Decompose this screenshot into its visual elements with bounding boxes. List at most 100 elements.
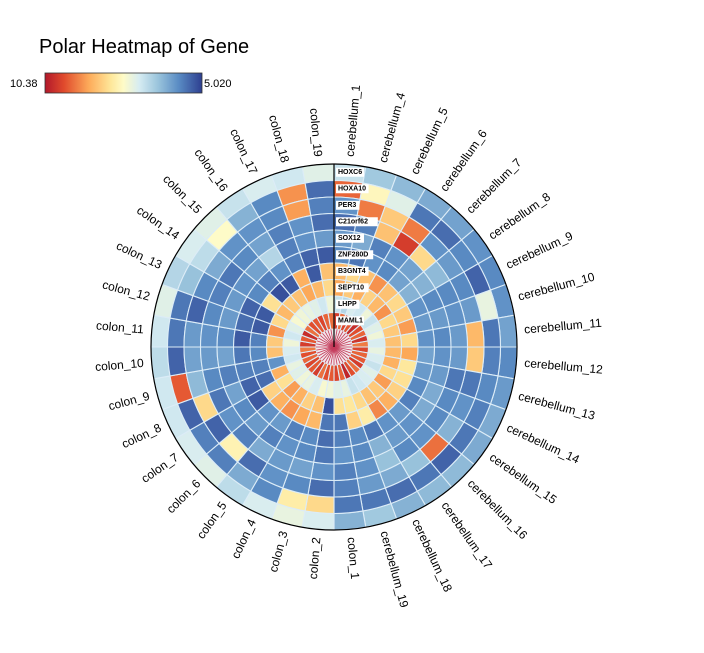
category-label: colon_14	[134, 203, 182, 243]
heatmap-cell	[432, 326, 452, 348]
category-label: cerebellum_18	[409, 517, 455, 595]
category-label: colon_19	[307, 108, 325, 158]
gene-label: B3GNT4	[338, 268, 366, 275]
heatmap-cell	[448, 346, 469, 371]
hub-spoke	[333, 335, 349, 348]
heatmap-cell	[432, 346, 452, 368]
category-label: colon_9	[107, 389, 152, 413]
hub-spoke	[327, 329, 335, 348]
heatmap-cell	[481, 346, 502, 377]
hub-spoke	[327, 346, 335, 365]
heatmap-cell	[166, 317, 187, 348]
hub-spoke	[333, 346, 349, 359]
category-label: cerebellum_7	[464, 155, 525, 216]
category-label: colon_11	[96, 318, 145, 336]
heatmap-cell	[166, 346, 187, 377]
category-label: cerebellum_6	[437, 127, 490, 194]
category-label: cerebellum_5	[408, 105, 451, 177]
category-label: colon_17	[227, 126, 260, 176]
heatmap-cell	[333, 429, 353, 449]
hub-spoke	[319, 335, 335, 348]
colorbar-min-label: 10.38	[10, 78, 38, 90]
heatmap-cell	[307, 477, 335, 498]
heatmap-cells	[150, 163, 518, 531]
hub-spoke	[333, 346, 350, 357]
gene-label: HOXA10	[338, 186, 366, 193]
gene-label-background	[336, 266, 369, 276]
hub-spoke	[333, 346, 344, 363]
heatmap-cell	[216, 346, 236, 368]
gene-label-background	[336, 184, 369, 194]
gene-label: LHPP	[338, 301, 357, 308]
hub-spoke	[324, 331, 335, 348]
heatmap-cell	[464, 346, 485, 374]
category-label: colon_10	[95, 356, 145, 374]
heatmap-cell	[333, 461, 358, 482]
category-label: colon_13	[114, 239, 164, 272]
hub-spoke	[333, 337, 350, 348]
gene-label: SOX12	[338, 235, 361, 242]
hub-spoke	[330, 346, 335, 365]
hub-spoke	[333, 343, 352, 348]
heatmap-cell	[481, 317, 502, 348]
hub-spoke	[333, 340, 352, 348]
gene-label-background	[336, 316, 364, 326]
category-label: cerebellum_8	[486, 190, 553, 243]
category-label: colon_6	[164, 476, 204, 516]
category-label: colon_4	[228, 517, 259, 561]
heatmap-cell	[249, 346, 269, 363]
gene-label: MAML1	[338, 318, 363, 325]
category-label: cerebellum_9	[504, 229, 576, 272]
hub-spoke	[333, 346, 346, 362]
gene-label-background	[336, 299, 360, 309]
heatmap-cell	[333, 412, 350, 432]
category-label: cerebellum_17	[438, 499, 495, 572]
heatmap-cell	[183, 320, 204, 348]
hub-spoke	[333, 331, 344, 348]
hub-spoke	[318, 337, 335, 348]
hub-spoke	[322, 346, 335, 362]
hub-spoke	[316, 346, 335, 354]
heatmap-cell	[199, 323, 220, 348]
category-label: colon_8	[119, 420, 163, 451]
hub-spoke	[324, 346, 335, 363]
colorbar: 10.38 5.020	[10, 72, 232, 94]
heatmap-cell	[399, 331, 419, 348]
heatmap-cell	[313, 445, 335, 465]
gene-label-background	[336, 217, 378, 227]
category-label: colon_2	[306, 536, 324, 579]
gene-label-background	[336, 167, 364, 177]
gene-label-background	[336, 200, 360, 210]
heatmap-cell	[216, 326, 236, 348]
heatmap-cell	[310, 212, 335, 233]
heatmap-cell	[232, 346, 252, 366]
gene-label-background	[336, 233, 364, 243]
chart-title: Polar Heatmap of Gene	[39, 36, 249, 58]
gene-label: ZNF280D	[338, 252, 368, 259]
category-label: cerebellum_19	[377, 529, 411, 609]
category-label: colon_15	[160, 172, 205, 217]
hub-spoke	[316, 340, 335, 348]
category-label: cerebellum_1	[343, 84, 363, 157]
heatmap-cell	[318, 262, 335, 282]
hub-spoke	[333, 346, 352, 351]
category-label: colon_7	[139, 450, 182, 486]
heatmap-cell	[333, 445, 355, 465]
hub-spoke	[333, 346, 338, 365]
hub-spoke	[333, 346, 341, 365]
heatmap-cell	[310, 461, 335, 482]
category-label: cerebellum_4	[376, 91, 408, 165]
colorbar-gradient	[44, 72, 203, 94]
gene-label: HOXC6	[338, 169, 362, 176]
gene-label: PER3	[338, 202, 356, 209]
category-label: cerebellum_10	[516, 270, 596, 304]
gene-label: SEPT10	[338, 285, 364, 292]
category-label: colon_16	[191, 146, 231, 194]
hub-spoke	[319, 346, 335, 359]
hub-spoke	[322, 332, 335, 348]
category-label: colon_5	[194, 499, 230, 542]
category-label: cerebellum_12	[524, 356, 604, 377]
gene-label: C21orf62	[338, 219, 368, 226]
heatmap-cell	[304, 494, 335, 515]
